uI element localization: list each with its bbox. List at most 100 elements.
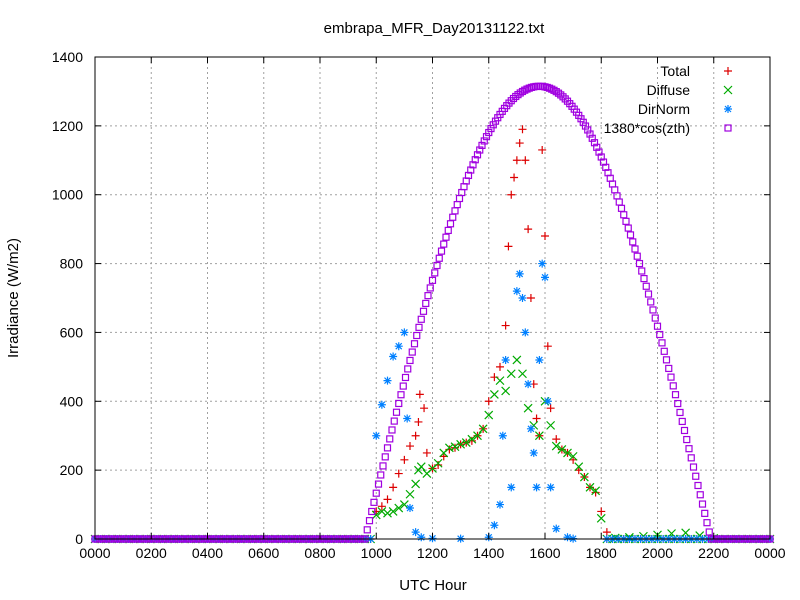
x-tick-label: 2200 — [698, 545, 729, 561]
diffuse-point — [383, 508, 392, 518]
total-point — [538, 145, 547, 154]
dirnorm-point — [526, 424, 535, 433]
total-point — [467, 436, 476, 445]
dirnorm-point — [518, 294, 527, 302]
envelope-point — [444, 226, 452, 235]
total-point — [394, 469, 403, 478]
envelope-point — [397, 391, 405, 399]
diffuse-point — [523, 403, 533, 413]
envelope-point — [584, 126, 592, 134]
envelope-point — [505, 99, 513, 107]
envelope-point — [381, 453, 389, 461]
total-point — [543, 342, 552, 351]
envelope-point — [377, 471, 385, 479]
envelope-point — [644, 290, 653, 298]
envelope-point — [703, 519, 711, 527]
envelope-point — [705, 528, 713, 536]
envelope-point — [368, 507, 376, 516]
dirnorm-point — [546, 483, 555, 492]
envelope-point — [390, 417, 398, 425]
diffuse-point — [456, 439, 466, 449]
diffuse-point — [467, 434, 477, 444]
dirnorm-point — [524, 380, 533, 389]
legend: Total Diffuse DirNorm 1380*cos(zth) — [604, 63, 733, 136]
diffuse-point — [546, 420, 556, 430]
dirnorm-point — [377, 400, 386, 409]
envelope-point — [622, 217, 630, 225]
diffuse-point — [518, 369, 527, 379]
dirnorm-point — [406, 504, 414, 513]
dirnorm-point — [400, 328, 409, 337]
total-point — [484, 397, 493, 406]
diffuse-point — [579, 472, 589, 482]
diffuse-point — [506, 369, 516, 379]
total-point — [512, 156, 521, 165]
envelope-point — [626, 231, 635, 239]
x-tick-label: 0600 — [248, 545, 279, 561]
total-point — [521, 156, 530, 165]
legend-label: 1380*cos(zth) — [604, 120, 690, 136]
envelope-point — [561, 95, 569, 103]
total-point — [400, 455, 409, 464]
envelope-point — [379, 462, 387, 470]
diffuse-point — [411, 479, 421, 489]
total-point — [541, 232, 549, 241]
dirnorm-point — [541, 273, 549, 282]
dirnorm-point — [538, 259, 547, 268]
envelope-point — [651, 314, 659, 322]
total-point — [524, 225, 533, 234]
envelope-point — [640, 274, 648, 283]
x-tick-label: 2000 — [642, 545, 673, 561]
envelope-point — [485, 128, 493, 137]
x-tick-label: 0400 — [192, 545, 223, 561]
dirnorm-point — [394, 342, 403, 351]
envelope-point — [642, 282, 650, 290]
total-point — [414, 417, 423, 426]
envelope-point — [509, 94, 518, 103]
envelope-point — [471, 156, 479, 164]
envelope-point — [624, 224, 632, 232]
envelope-point — [656, 330, 664, 339]
diffuse-point — [405, 489, 415, 499]
envelope-point — [653, 322, 662, 330]
envelope-point — [671, 391, 680, 399]
envelope-point — [415, 323, 423, 331]
plot-border — [94, 56, 771, 540]
diffuse-point — [681, 528, 691, 538]
total-point — [515, 139, 524, 148]
total-point — [546, 404, 555, 413]
envelope-point — [586, 130, 594, 138]
envelope-point — [590, 139, 599, 147]
envelope-point — [419, 307, 428, 315]
total-point — [389, 483, 398, 492]
diffuse-point — [495, 376, 505, 386]
envelope-point — [487, 124, 495, 133]
total-point — [383, 495, 392, 504]
envelope-point — [395, 399, 403, 408]
envelope-point — [404, 365, 412, 373]
total-point — [422, 448, 431, 457]
diffuse-point — [399, 500, 409, 509]
total-point — [591, 488, 600, 497]
legend-label: Diffuse — [647, 82, 691, 98]
diffuse-point — [377, 507, 387, 516]
envelope-point — [480, 137, 488, 145]
total-point — [518, 125, 527, 134]
axes: 0000 0200 0400 0600 0800 1000 1200 1400 1600 1800… — [52, 49, 786, 561]
envelope-point — [363, 526, 371, 534]
envelope-point — [417, 315, 425, 323]
envelope-point — [635, 259, 644, 268]
envelope-point — [545, 84, 554, 92]
envelope-point — [422, 299, 430, 308]
envelope-point — [685, 445, 693, 453]
diffuse-point — [585, 482, 595, 492]
y-tick-label: 600 — [60, 324, 84, 340]
envelope-point — [408, 348, 416, 356]
total-point — [496, 362, 504, 371]
total-point — [602, 528, 611, 537]
envelope-point — [478, 141, 486, 149]
envelope-point — [374, 480, 383, 488]
envelope-point — [701, 509, 709, 517]
envelope-point — [667, 373, 675, 381]
